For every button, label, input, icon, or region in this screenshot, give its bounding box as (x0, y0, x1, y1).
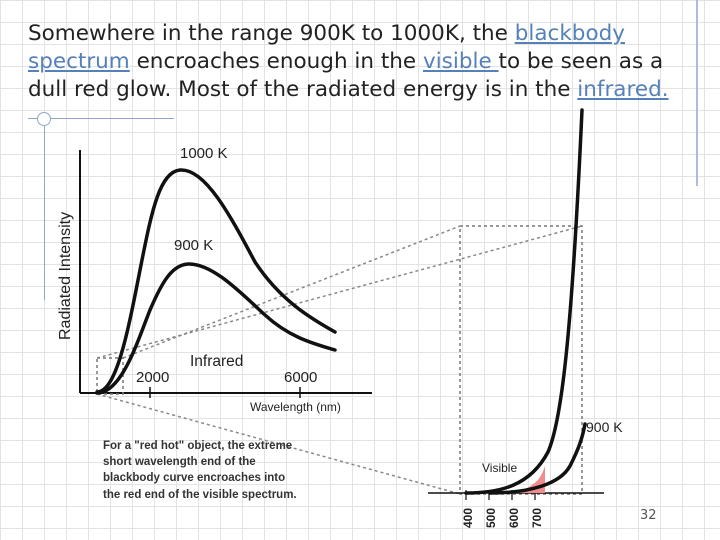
zoom-curve-900k (488, 422, 587, 495)
zoom-target-box (459, 225, 583, 495)
tick-label-2000: 2000 (136, 369, 169, 386)
x-axis-label: Wavelength (nm) (250, 400, 341, 414)
decorative-right-rule (696, 0, 698, 186)
label-infrared: Infrared (190, 353, 243, 370)
zoom-tick-label-600: 600 (507, 508, 521, 528)
red-hot-note: For a "red hot" object, the extreme shor… (103, 440, 297, 501)
curve-900k (95, 262, 337, 395)
label-visible: Visible (482, 461, 517, 475)
zoom-line-top-2 (96, 225, 583, 359)
infrared-link[interactable]: infrared. (577, 77, 669, 102)
slide-title: Somewhere in the range 900K to 1000K, th… (28, 20, 678, 104)
decorative-horizontal-rule (28, 118, 174, 119)
title-text-2: encroaches enough in the (129, 49, 423, 74)
visible-link[interactable]: visible (422, 49, 499, 74)
label-zoom-900k: 900 K (586, 419, 623, 435)
decorative-vertical-rule (44, 120, 45, 300)
label-1000k: 1000 K (180, 145, 228, 162)
zoom-tick-label-500: 500 (484, 508, 498, 528)
page-number: 32 (640, 508, 657, 523)
zoom-line-bottom (96, 393, 461, 495)
zoom-source-box (96, 357, 124, 395)
curve-1000k (95, 168, 337, 394)
zoom-tick-label-400: 400 (461, 508, 475, 528)
title-text-3: to be seen as a dull red glow. Most of t… (28, 49, 664, 102)
label-900k: 900 K (174, 237, 213, 254)
title-text-1: Somewhere in the range 900K to 1000K, th… (28, 21, 515, 46)
blackbody-spectrum-link[interactable]: blackbody spectrum (28, 21, 625, 74)
tick-label-6000: 6000 (284, 369, 317, 386)
y-axis-label: Radiated Intensity (57, 212, 74, 340)
decorative-circle-icon (37, 112, 51, 126)
zoom-curve-1000k (464, 108, 584, 495)
zoom-tick-label-700: 700 (530, 508, 544, 528)
